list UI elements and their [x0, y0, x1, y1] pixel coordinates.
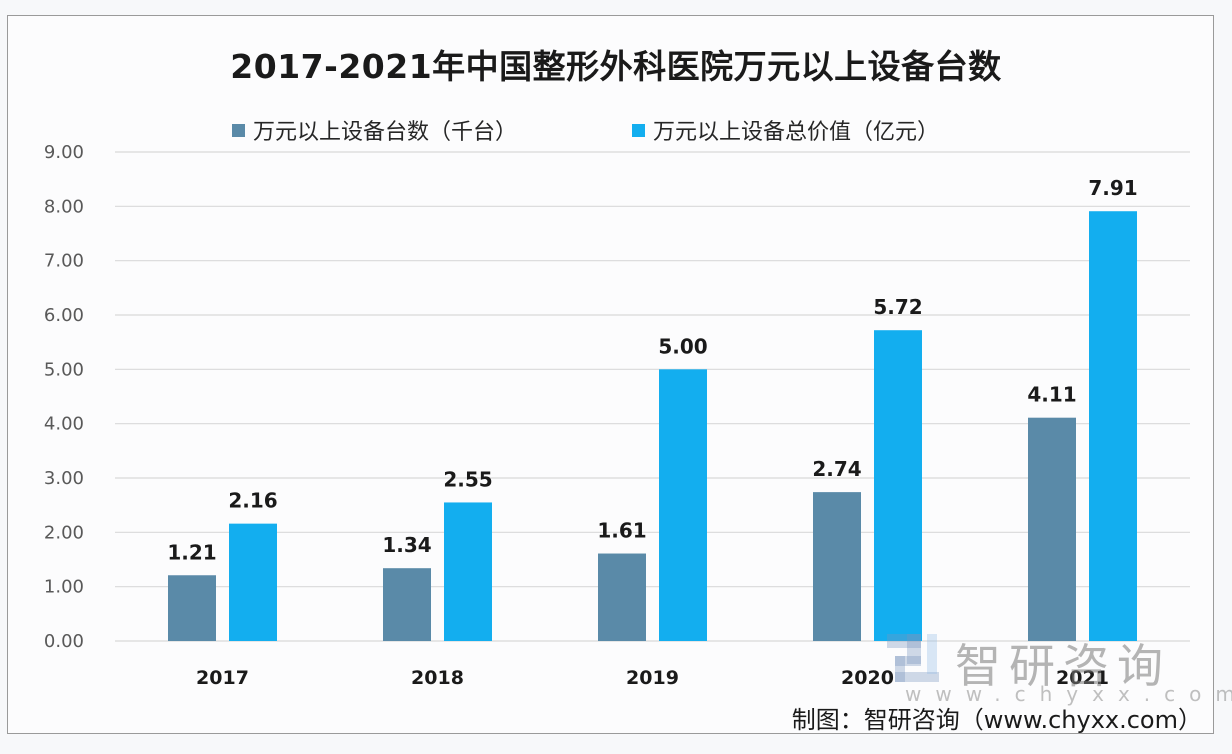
bar-value-2021 [1089, 211, 1137, 641]
chart-title: 2017-2021年中国整形外科医院万元以上设备台数 [230, 47, 1002, 86]
data-label: 2.16 [228, 489, 277, 513]
data-label: 2.74 [812, 457, 861, 481]
legend-swatch-value [632, 123, 645, 137]
bar-units-2021 [1028, 417, 1076, 641]
y-tick-label: 7.00 [44, 251, 84, 272]
data-label: 2.55 [443, 467, 492, 491]
y-tick-label: 5.00 [44, 359, 84, 380]
bar-units-2019 [598, 553, 646, 641]
bar-units-2017 [168, 575, 216, 641]
source-note: 制图：智研咨询（www.chyxx.com） [791, 706, 1202, 734]
legend-item-value: 万元以上设备总价值（亿元） [632, 114, 939, 146]
x-tick-label: 2018 [411, 667, 464, 689]
legend: 万元以上设备台数（千台） 万元以上设备总价值（亿元） [0, 114, 1232, 146]
data-label: 7.91 [1088, 176, 1137, 200]
y-tick-label: 4.00 [44, 414, 84, 435]
bar-value-2020 [874, 330, 922, 641]
y-tick-label: 6.00 [44, 305, 84, 326]
data-label: 1.21 [167, 540, 216, 564]
bar-units-2020 [813, 492, 861, 641]
x-tick-label: 2020 [841, 667, 894, 689]
y-tick-label: 1.00 [44, 577, 84, 598]
y-tick-label: 2.00 [44, 522, 84, 543]
y-tick-label: 0.00 [44, 631, 84, 652]
bar-units-2018 [383, 568, 431, 641]
legend-label-units: 万元以上设备台数（千台） [253, 120, 518, 145]
data-label: 1.34 [382, 533, 431, 557]
legend-item-units: 万元以上设备台数（千台） [232, 114, 517, 146]
x-tick-label: 2017 [196, 667, 249, 689]
data-label: 5.00 [658, 334, 707, 358]
y-tick-label: 9.00 [44, 142, 84, 163]
bar-value-2019 [659, 369, 707, 641]
bar-value-2018 [444, 502, 492, 641]
x-tick-label: 2019 [626, 667, 679, 689]
data-label: 5.72 [873, 295, 922, 319]
bar-value-2017 [229, 523, 277, 641]
y-tick-label: 8.00 [44, 196, 84, 217]
data-label: 4.11 [1027, 383, 1076, 407]
data-label: 1.61 [597, 519, 646, 543]
x-tick-label: 2021 [1056, 667, 1109, 689]
y-tick-label: 3.00 [44, 468, 84, 489]
legend-label-value: 万元以上设备总价值（亿元） [653, 120, 940, 145]
legend-swatch-units [232, 123, 245, 137]
